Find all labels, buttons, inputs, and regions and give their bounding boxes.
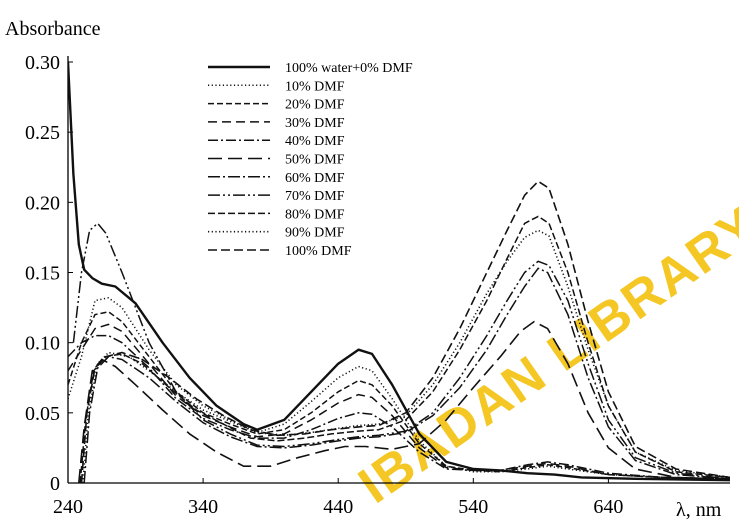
y-axis-title: Absorbance <box>5 18 101 40</box>
x-tick-label: 340 <box>188 496 218 518</box>
legend-entry-label: 100% water+0% DMF <box>285 61 413 76</box>
series-line <box>68 334 730 480</box>
y-tick-label: 0.30 <box>25 52 60 74</box>
x-axis-title: λ, nm <box>676 499 722 521</box>
legend-entry-label: 70% DMF <box>285 189 345 204</box>
legend-entry-label: 40% DMF <box>285 134 345 149</box>
series-line <box>83 267 730 483</box>
series-line <box>80 180 730 483</box>
x-tick-label: 540 <box>458 496 488 518</box>
y-tick-label: 0.10 <box>25 333 60 355</box>
series-line <box>79 215 730 483</box>
series-line <box>72 222 730 480</box>
series-line <box>68 61 730 482</box>
y-tick-label: 0.15 <box>25 263 60 285</box>
legend-entry-label: 20% DMF <box>285 98 345 113</box>
legend-entry-label: 50% DMF <box>285 153 345 168</box>
series-line <box>68 323 730 480</box>
series-line <box>68 311 730 480</box>
y-tick-label: 0.20 <box>25 192 60 214</box>
plot-area: 0 0.05 0.10 0.15 0.20 0.25 0.30 240 340 440 540 640 <box>25 52 730 518</box>
legend-entry-label: 90% DMF <box>285 226 345 241</box>
legend-entry-label: 100% DMF <box>285 244 352 259</box>
legend-entry-label: 60% DMF <box>285 171 345 186</box>
legend-entry-label: 80% DMF <box>285 207 345 222</box>
legend-entry-label: 30% DMF <box>285 116 345 131</box>
x-tick-label: 240 <box>53 496 83 518</box>
y-tick-label: 0.05 <box>25 403 60 425</box>
y-tick-label: 0 <box>50 473 60 495</box>
legend: 100% water+0% DMF 10% DMF 20% DMF 30% DMF 40… <box>208 61 413 259</box>
series-line <box>78 320 730 483</box>
x-tick-label: 440 <box>323 496 353 518</box>
series-line <box>68 297 730 480</box>
x-tick-label: 640 <box>593 496 623 518</box>
series-group <box>68 61 730 483</box>
y-tick-label: 0.25 <box>25 122 60 144</box>
legend-entry-label: 10% DMF <box>285 79 345 94</box>
